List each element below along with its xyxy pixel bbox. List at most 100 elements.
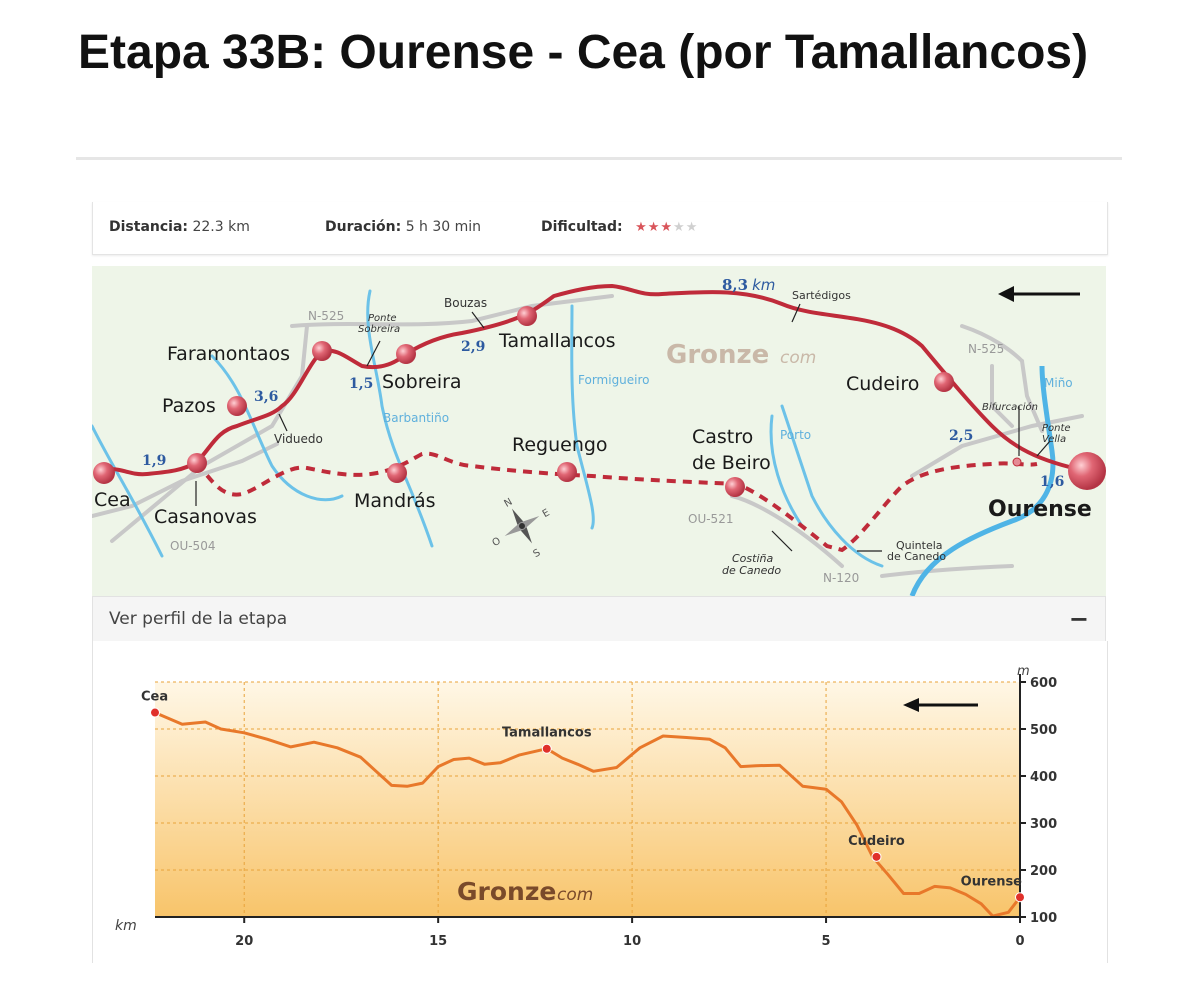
town-cea: Cea [94,489,131,511]
map-brand: Gronze [666,340,769,370]
chart-brand-logo: Gronze com [457,877,593,906]
river-porto: Porto [780,428,811,442]
x-tick-label: 20 [235,934,253,949]
road-n525-a: N-525 [308,309,344,323]
town-reguengo: Reguengo [512,434,608,456]
x-axis-label: km [115,918,137,934]
direction-arrow-icon [998,286,1080,302]
place-de-canedo: de Canedo [887,550,946,563]
place-sobreira-small: Sobreira [358,324,400,335]
difficulty-info: Dificultad: ★★★★★ [541,219,698,235]
duration-info: Duración: 5 h 30 min [325,219,481,235]
roads [92,294,1084,578]
difficulty-stars-icon: ★★★★★ [635,220,699,235]
title-divider [76,157,1122,160]
place-de-canedo-2: de Canedo [722,564,781,577]
elevation-series-line [154,711,1022,918]
marker-point [150,707,160,718]
difficulty-label: Dificultad: [541,219,623,235]
waypoint-tamallancos [517,306,537,326]
distance-8-3: 8,3 km [722,276,775,294]
collapse-icon[interactable]: − [1068,605,1089,633]
distance-1-9: 1,9 [142,453,166,469]
distance-label: Distancia: [109,219,189,235]
waypoints [93,306,1106,497]
map-brand-suffix: com [780,348,816,368]
place-bouzas: Bouzas [444,296,487,310]
distance-2-9: 2,9 [461,339,485,355]
place-ponte-vella-2: Vella [1042,434,1066,445]
town-castro: Castro [692,426,753,448]
road-ou504: OU-504 [170,539,215,553]
waypoint-ourense [1068,452,1106,490]
waypoint-sobreira [396,344,416,364]
place-ponte-vella-1: Ponte [1042,423,1071,434]
chart-brand-suffix: com [557,885,593,905]
chart-background [155,682,1020,917]
waypoint-bifurcacion [1012,457,1022,467]
map-brand-logo: Gronze com [666,340,816,370]
profile-toggle-label[interactable]: Ver perfil de la etapa [109,609,288,629]
waypoint-mandras [387,463,407,483]
chart-brand: Gronze [457,877,556,906]
place-quintela: Quintela [896,539,943,552]
place-sartedigos: Sartédigos [792,289,851,302]
marker-label: Tamallancos [502,726,592,741]
marker-point [871,851,882,862]
town-cudeiro: Cudeiro [846,373,919,395]
compass-e: E [541,507,552,520]
town-faramontaos: Faramontaos [167,343,290,365]
waypoint-casanovas [187,453,207,473]
town-pazos: Pazos [162,395,216,417]
label-pointers [195,303,1051,552]
town-tamallancos: Tamallancos [498,330,615,352]
town-mandras: Mandrás [354,490,436,512]
x-tick-label: 15 [429,934,447,949]
elevation-profile: 20 15 10 5 0 100 200 300 400 500 600 Cea Tamallanco… [92,641,1108,963]
y-tick-label: 500 [1030,723,1057,738]
place-ponte: Ponte [368,313,397,324]
chart-grid [155,681,1020,917]
river-barbantino: Barbantiño [383,411,449,425]
waypoint-reguengo [557,462,577,482]
chart-axes: 20 15 10 5 0 100 200 300 400 500 600 [155,674,1057,949]
y-tick-label: 200 [1030,864,1057,879]
duration-label: Duración: [325,219,402,235]
y-tick-label: 400 [1030,770,1057,785]
town-sobreira: Sobreira [382,371,462,393]
marker-point [541,743,552,754]
marker-label: Cudeiro [848,834,905,849]
y-axis-label: m [1017,664,1030,679]
place-viduedo: Viduedo [274,432,323,446]
route-dashed [195,451,1038,553]
marker-label: Ourense [961,874,1023,889]
stage-info-bar: Distancia: 22.3 km Duración: 5 h 30 min … [92,202,1108,255]
waypoint-faramontaos [312,341,332,361]
river-formigueiro: Formigueiro [578,373,650,387]
page-title: Etapa 33B: Ourense - Cea (por Tamallanco… [78,26,1089,79]
waypoint-cudeiro [934,372,954,392]
y-tick-label: 300 [1030,817,1057,832]
compass-s: S [532,547,543,560]
road-n120: N-120 [823,571,859,585]
profile-direction-arrow-icon [903,698,978,712]
distance-info: Distancia: 22.3 km [109,219,250,235]
river-mino: Miño [1044,376,1073,390]
distance-2-5: 2,5 [949,428,973,444]
town-ourense: Ourense [988,497,1092,522]
place-costina: Costiña [732,552,773,565]
road-ou521: OU-521 [688,512,733,526]
distance-1-6: 1,6 [1040,474,1064,490]
distance-1-5: 1,5 [349,376,373,392]
chart-markers: Cea Tamallancos Cudeiro Ourense [141,690,1025,903]
compass-o: O [491,536,503,550]
compass-icon: N E S O [491,497,552,560]
duration-value: 5 h 30 min [405,219,482,235]
waypoint-pazos [227,396,247,416]
profile-toggle-bar[interactable]: Ver perfil de la etapa − [92,596,1106,643]
town-de-beiro: de Beiro [692,452,771,474]
distance-3-6: 3,6 [254,389,278,405]
x-tick-label: 10 [623,934,641,949]
mino-river [909,365,1056,596]
place-bifurcacion: Bifurcación [982,401,1038,413]
